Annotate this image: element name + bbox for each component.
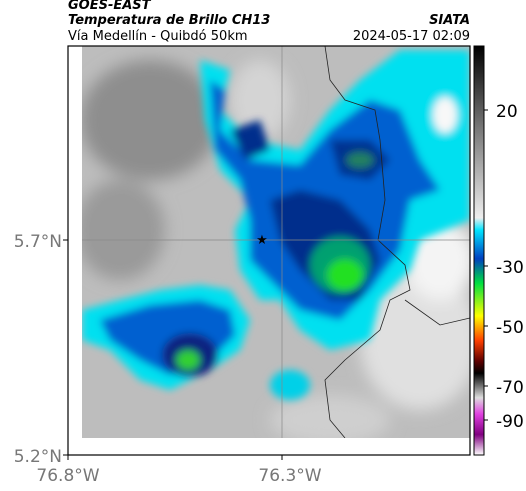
colorbar-tick: -90 [496,412,524,432]
brand: SIATA [429,13,470,28]
colorbar-tick: 20 [496,102,518,122]
timestamp: 2024-05-17 02:09 [353,29,470,44]
lat-label: 5.7°N [14,232,62,252]
colorbar-tick: -30 [496,258,524,278]
colorbar [473,45,485,456]
lon-label: 76.3°W [258,466,321,486]
source: GOES-EAST [68,0,152,13]
lat-label: 5.2°N [14,447,62,467]
lon-label: 76.8°W [36,466,99,486]
title: Temperatura de Brillo CH13 [68,13,270,28]
colorbar-tick: -50 [496,318,524,338]
colorbar-tick: -70 [496,378,524,398]
svg-text:★: ★ [256,233,268,248]
subtitle: Vía Medellín - Quibdó 50km [68,29,248,44]
satellite-image: ★ [82,46,470,438]
